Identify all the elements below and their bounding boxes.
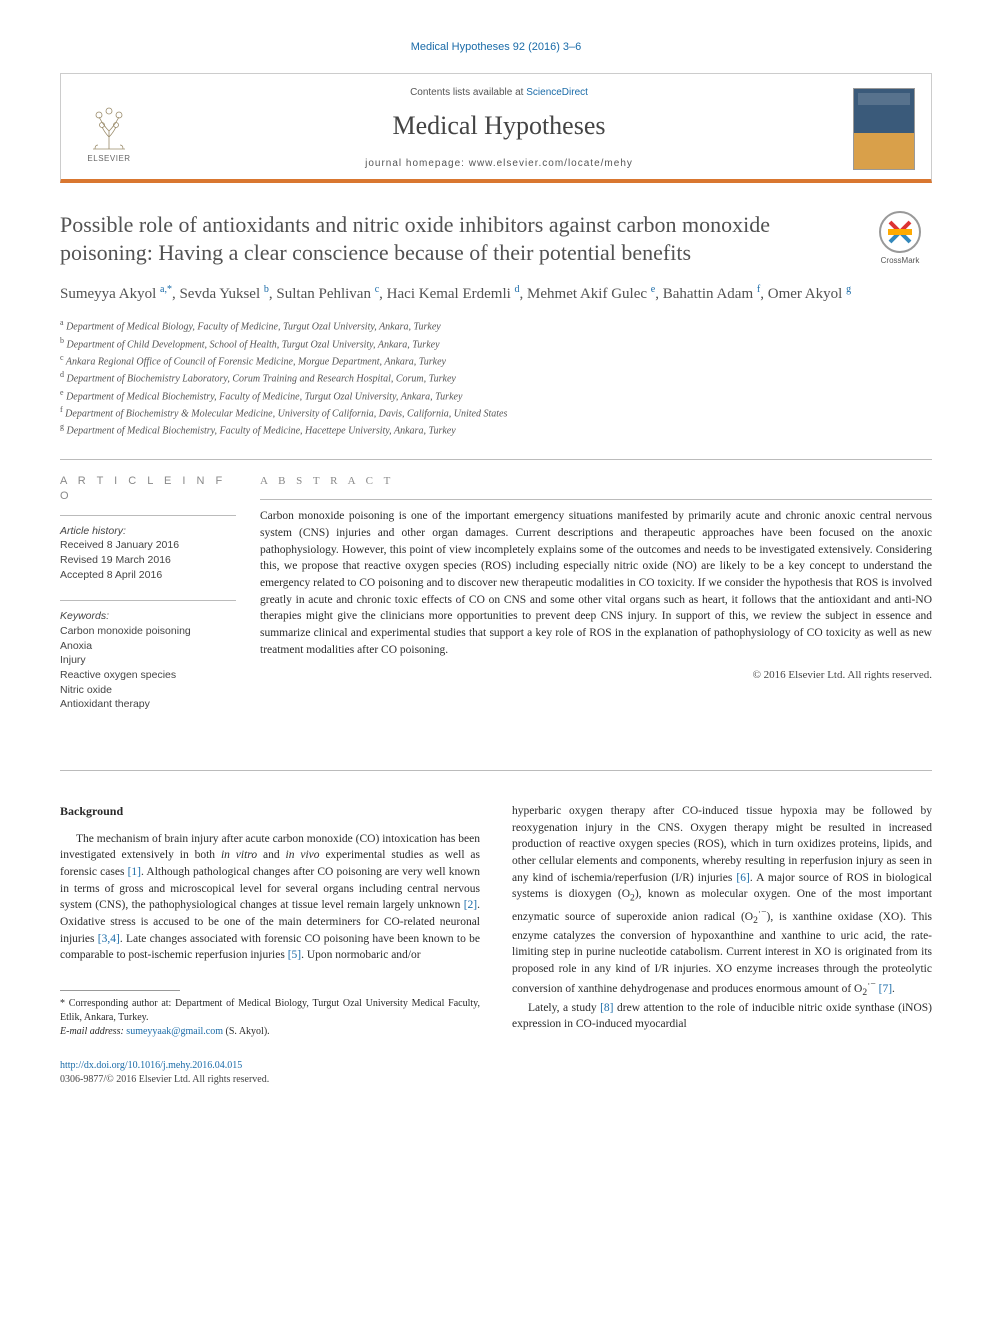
section-head-background: Background	[60, 803, 480, 820]
body-paragraph: The mechanism of brain injury after acut…	[60, 831, 480, 964]
body-col-left: Background The mechanism of brain injury…	[60, 803, 480, 1039]
masthead: ELSEVIER Contents lists available at Sci…	[60, 73, 932, 182]
abstract-column: A B S T R A C T Carbon monoxide poisonin…	[260, 474, 932, 730]
body-col-right: hyperbaric oxygen therapy after CO-induc…	[512, 803, 932, 1039]
email-label: E-mail address:	[60, 1026, 124, 1037]
email-link[interactable]: sumeyyaak@gmail.com	[126, 1026, 223, 1037]
keywords-label: Keywords:	[60, 609, 236, 624]
body-columns: Background The mechanism of brain injury…	[60, 803, 932, 1039]
affiliations-list: a Department of Medical Biology, Faculty…	[60, 317, 932, 438]
history-label: Article history:	[60, 524, 236, 539]
abstract-body: Carbon monoxide poisoning is one of the …	[260, 508, 932, 658]
body-paragraph: hyperbaric oxygen therapy after CO-induc…	[512, 803, 932, 1000]
email-person: (S. Akyol).	[225, 1026, 269, 1037]
affiliation-line: a Department of Medical Biology, Faculty…	[60, 317, 932, 334]
crossmark-icon	[886, 218, 914, 246]
affiliation-line: d Department of Biochemistry Laboratory,…	[60, 369, 932, 386]
crossmark-badge	[879, 211, 921, 253]
keyword-item: Anoxia	[60, 639, 236, 654]
affiliation-line: e Department of Medical Biochemistry, Fa…	[60, 387, 932, 404]
homepage-url: www.elsevier.com/locate/mehy	[469, 158, 633, 169]
journal-cover-thumbnail	[853, 88, 915, 170]
publisher-label: ELSEVIER	[87, 153, 130, 164]
affiliation-line: g Department of Medical Biochemistry, Fa…	[60, 421, 932, 438]
page-footer: http://dx.doi.org/10.1016/j.mehy.2016.04…	[60, 1059, 932, 1087]
doi-link[interactable]: http://dx.doi.org/10.1016/j.mehy.2016.04…	[60, 1060, 242, 1071]
body-paragraph: Lately, a study [8] drew attention to th…	[512, 1000, 932, 1033]
page-root: Medical Hypotheses 92 (2016) 3–6 ELSEVIE…	[0, 0, 992, 1117]
homepage-prefix: journal homepage:	[365, 158, 469, 169]
sciencedirect-link[interactable]: ScienceDirect	[526, 87, 588, 98]
crossmark-widget[interactable]: CrossMark	[868, 211, 932, 268]
contents-line: Contents lists available at ScienceDirec…	[161, 86, 837, 100]
running-head: Medical Hypotheses 92 (2016) 3–6	[60, 40, 932, 55]
homepage-line: journal homepage: www.elsevier.com/locat…	[161, 157, 837, 171]
issn-copyright-line: 0306-9877/© 2016 Elsevier Ltd. All right…	[60, 1073, 932, 1087]
corr-author-line: * Corresponding author at: Department of…	[60, 997, 480, 1025]
article-title: Possible role of antioxidants and nitric…	[60, 211, 868, 268]
crossmark-label: CrossMark	[881, 255, 920, 266]
publisher-logo: ELSEVIER	[77, 93, 141, 165]
article-info-column: A R T I C L E I N F O Article history: R…	[60, 474, 260, 730]
divider	[60, 770, 932, 771]
keyword-item: Nitric oxide	[60, 683, 236, 698]
keyword-item: Antioxidant therapy	[60, 697, 236, 712]
contents-prefix: Contents lists available at	[410, 87, 526, 98]
abstract-copyright: © 2016 Elsevier Ltd. All rights reserved…	[260, 668, 932, 683]
revised-line: Revised 19 March 2016	[60, 553, 236, 568]
corresponding-footnote: * Corresponding author at: Department of…	[60, 997, 480, 1039]
divider	[260, 499, 932, 500]
divider	[60, 459, 932, 460]
keyword-item: Injury	[60, 653, 236, 668]
accepted-line: Accepted 8 April 2016	[60, 568, 236, 583]
journal-title: Medical Hypotheses	[161, 108, 837, 144]
keyword-item: Reactive oxygen species	[60, 668, 236, 683]
authors-list: Sumeyya Akyol a,*, Sevda Yuksel b, Sulta…	[60, 282, 932, 306]
elsevier-tree-icon	[85, 103, 133, 151]
abstract-head: A B S T R A C T	[260, 474, 932, 489]
article-info-head: A R T I C L E I N F O	[60, 474, 236, 505]
divider	[60, 515, 236, 516]
affiliation-line: c Ankara Regional Office of Council of F…	[60, 352, 932, 369]
received-line: Received 8 January 2016	[60, 538, 236, 553]
affiliation-line: b Department of Child Development, Schoo…	[60, 335, 932, 352]
affiliation-line: f Department of Biochemistry & Molecular…	[60, 404, 932, 421]
divider	[60, 600, 236, 601]
footnote-divider	[60, 990, 180, 991]
keyword-item: Carbon monoxide poisoning	[60, 624, 236, 639]
